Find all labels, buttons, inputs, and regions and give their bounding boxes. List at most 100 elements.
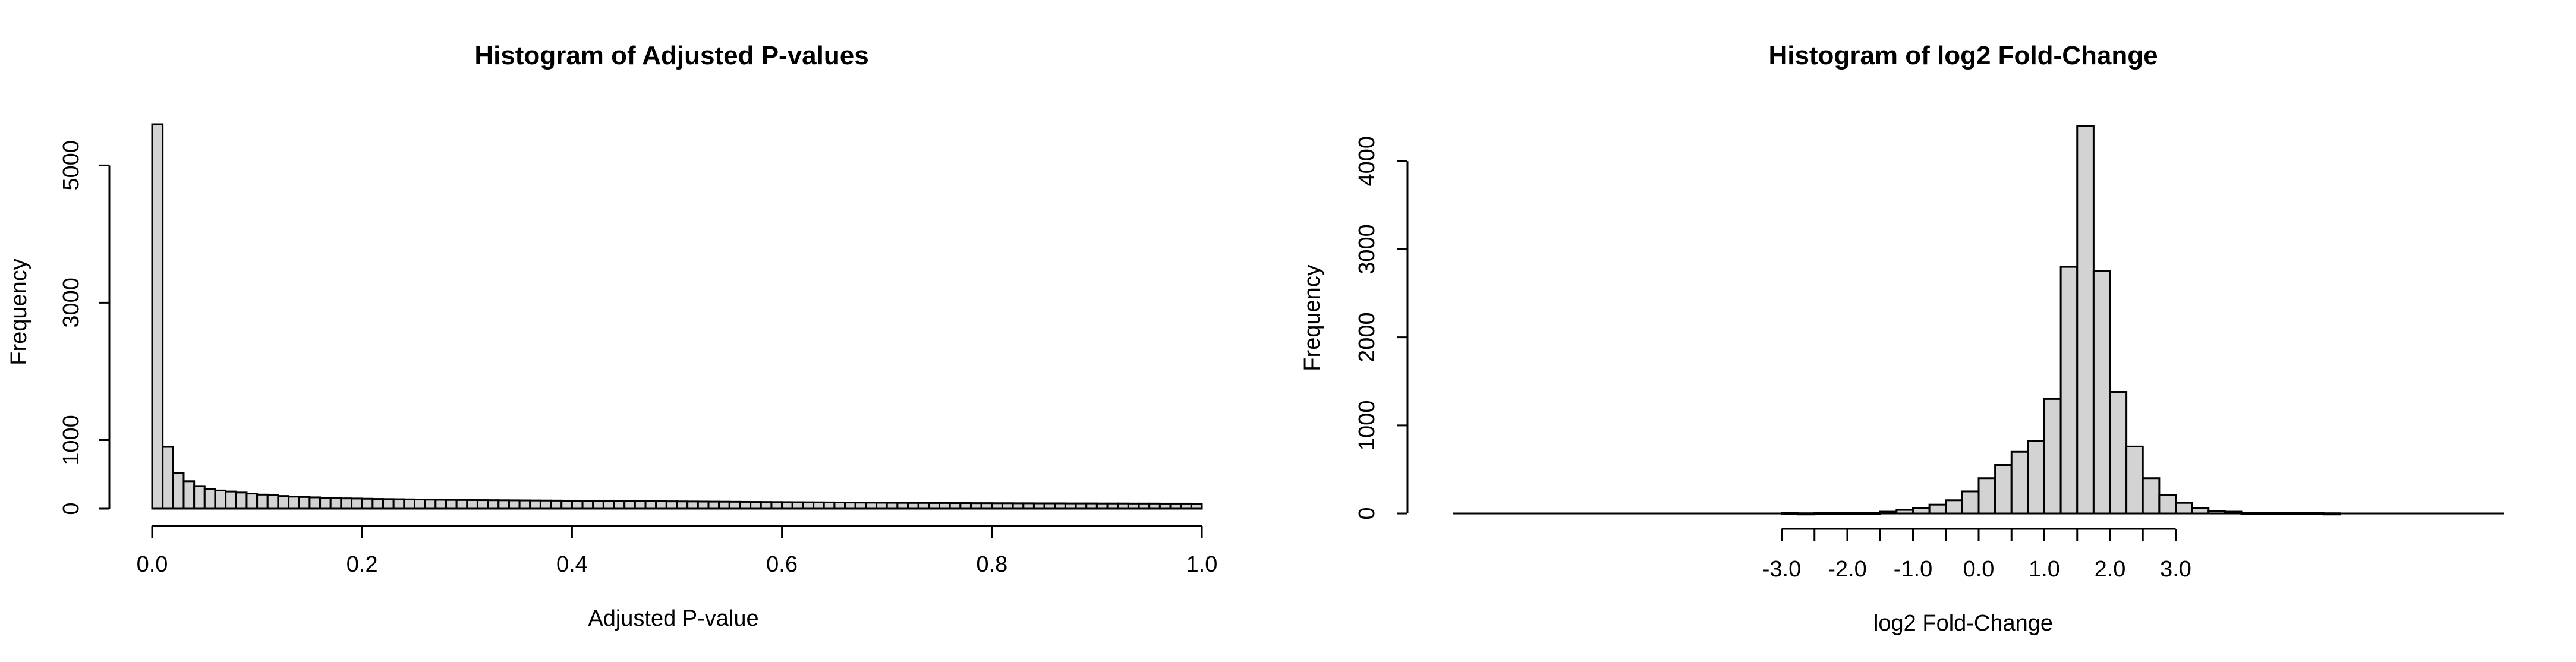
pvalue-bar (644, 500, 657, 510)
foldchange-y-axis: 0 1000 2000 3000 4000 (1355, 136, 1409, 520)
pvalue-bar (907, 502, 919, 510)
foldchange-bar (1846, 512, 1865, 515)
pvalue-bar (455, 499, 468, 510)
pvalue-bar (298, 496, 311, 510)
pvalue-bar (1054, 502, 1066, 510)
pvalue-bar (676, 500, 689, 510)
pvalue-bar (1190, 503, 1203, 510)
pvalue-bar (939, 502, 951, 510)
pvalue-y-tick-label: 5000 (59, 140, 84, 191)
pvalue-bar (1043, 502, 1056, 510)
foldchange-bar (1945, 499, 1963, 515)
pvalue-bar (172, 472, 185, 510)
pvalue-bar (896, 502, 909, 510)
pvalue-bar (476, 499, 489, 510)
pvalue-bar (193, 485, 206, 510)
foldchange-bar (1863, 512, 1881, 515)
pvalue-bar (1180, 502, 1192, 510)
foldchange-bar (2158, 494, 2177, 515)
pvalue-bar (686, 500, 699, 510)
pvalue-bar (529, 499, 541, 510)
foldchange-bars (1453, 125, 2504, 516)
foldchange-bar (1977, 477, 1996, 515)
foldchange-x-axis-label: log2 Fold-Change (1873, 611, 2053, 636)
pvalue-bar (508, 499, 521, 510)
foldchange-x-tick-label: 2.0 (2095, 557, 2126, 582)
pvalue-bar (813, 501, 825, 510)
pvalue-bar (602, 500, 615, 510)
pvalue-bar (539, 499, 552, 510)
foldchange-bar (1994, 464, 2013, 515)
foldchange-bar (2092, 270, 2111, 515)
foldchange-bar (2290, 512, 2308, 515)
pvalue-bar (392, 498, 405, 510)
pvalue-bar (162, 446, 174, 510)
foldchange-bar (1912, 507, 1931, 515)
pvalue-bar (949, 502, 962, 510)
pvalue-bar (340, 497, 353, 510)
pvalue-bar (760, 501, 773, 510)
foldchange-x-axis: -3.0 -2.0 -1.0 0.0 1.0 2.0 3.0 (1762, 528, 2191, 582)
pvalue-bar (718, 500, 730, 510)
foldchange-bar (1813, 512, 1832, 515)
pvalue-bars (151, 123, 1203, 510)
pvalue-bar (1095, 502, 1109, 510)
pvalue-bar (214, 489, 227, 510)
pvalue-bar (550, 499, 563, 510)
foldchange-bar (2125, 445, 2144, 515)
fold-change-histogram: Histogram of log2 Fold-Change log2 Fold-… (1300, 41, 2504, 636)
pvalue-bar (245, 493, 259, 510)
foldchange-bar (2240, 512, 2259, 515)
pvalue-bar (844, 502, 856, 510)
foldchange-x-tick-label: 1.0 (2029, 557, 2060, 582)
foldchange-x-tick-label: -1.0 (1894, 557, 1932, 582)
pvalue-bar (434, 499, 447, 510)
pvalue-bar (361, 497, 374, 510)
pvalue-bar (959, 502, 972, 510)
pvalue-bar (592, 500, 604, 510)
pvalue-bar (308, 496, 322, 510)
pvalue-x-tick-label: 0.2 (347, 552, 378, 577)
pvalue-bar (1148, 502, 1161, 510)
pvalue-bar (319, 497, 332, 510)
pvalue-bar (991, 502, 1003, 510)
pvalue-bar (487, 499, 500, 510)
foldchange-bar (2257, 512, 2275, 515)
pvalue-bar (928, 502, 940, 510)
foldchange-x-tick-label: 0.0 (1963, 557, 1995, 582)
pvalue-bar (876, 502, 888, 510)
pvalue-bar (969, 502, 982, 510)
pvalue-bar (770, 501, 783, 510)
pvalue-bar (1127, 502, 1140, 510)
pvalue-bar (1117, 502, 1129, 510)
pvalue-bar (728, 500, 741, 510)
foldchange-chart-title: Histogram of log2 Fold-Change (1768, 41, 2158, 70)
pvalue-y-axis-label: Frequency (7, 259, 32, 365)
pvalue-bar (1075, 502, 1088, 510)
pvalue-bar (791, 501, 804, 510)
pvalue-x-tick-label: 0.0 (137, 552, 168, 577)
pvalue-bar (466, 499, 478, 510)
pvalue-x-axis: 0.0 0.2 0.4 0.6 0.8 1.0 (137, 525, 1217, 577)
pvalue-bar (697, 500, 710, 510)
pvalue-bar (1001, 502, 1014, 510)
pvalue-bar (1022, 502, 1035, 510)
pvalue-bar (634, 500, 647, 510)
foldchange-bar (2142, 477, 2161, 515)
pvalue-bar (623, 500, 636, 510)
foldchange-bar (2322, 512, 2341, 516)
foldchange-bar (2306, 512, 2325, 515)
pvalue-bar (613, 500, 626, 510)
pvalue-bar (707, 500, 720, 510)
foldchange-x-tick-label: 3.0 (2160, 557, 2191, 582)
pvalue-bar (288, 496, 300, 510)
pvalue-bar (1012, 502, 1025, 510)
pvalue-bar (739, 500, 752, 510)
pvalue-x-tick-label: 0.4 (556, 552, 588, 577)
foldchange-y-tick-label: 1000 (1355, 401, 1380, 451)
pvalue-bar (781, 501, 793, 510)
foldchange-bar (1928, 503, 1947, 515)
foldchange-bar (2273, 512, 2292, 515)
pvalue-bar (1064, 502, 1077, 510)
pvalue-bar (151, 123, 164, 510)
